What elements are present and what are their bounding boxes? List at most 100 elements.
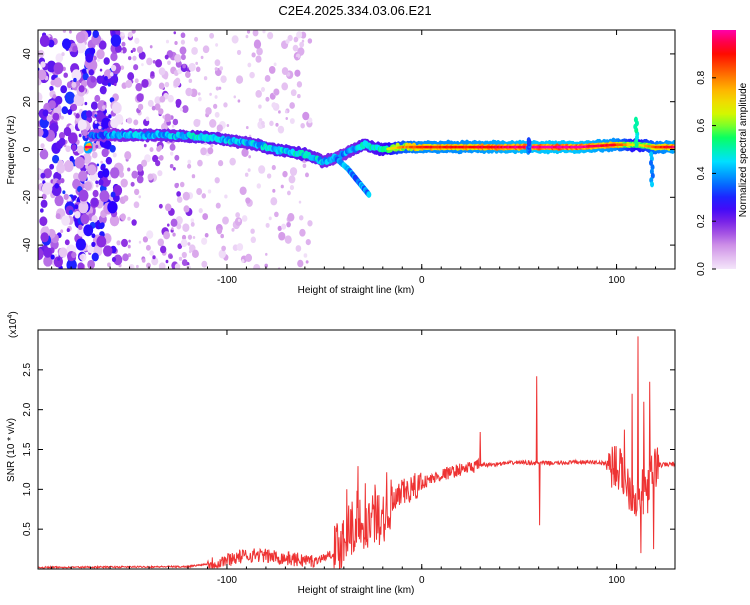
- spectrogram-noise-cell: [174, 40, 178, 45]
- spectrogram-noise-cell: [110, 64, 117, 72]
- spectrogram-noise-cell: [91, 198, 98, 207]
- spectrogram-noise-cell: [289, 185, 295, 191]
- spectrogram-noise-cell: [145, 244, 151, 251]
- spectrogram-noise-cell: [264, 263, 268, 268]
- spectrogram-noise-cell: [176, 191, 181, 197]
- snr-x-tick-label: -100: [217, 575, 237, 586]
- spectrogram-noise-cell: [62, 30, 67, 33]
- spectrogram-noise-cell: [169, 164, 174, 169]
- spectrogram-noise-cell: [107, 82, 111, 87]
- spectrogram-noise-cell: [220, 233, 224, 239]
- spectrogram-noise-cell: [91, 151, 98, 159]
- spectrogram-noise-cell: [226, 124, 230, 128]
- spectrogram-noise-cell: [43, 255, 53, 267]
- colorbar-tick-label: 0.4: [696, 166, 707, 180]
- spectrogram-noise-cell: [292, 44, 299, 52]
- spectrogram-noise-cell: [60, 178, 65, 184]
- spectrogram-noise-cell: [75, 238, 87, 251]
- spectrogram-noise-cell: [273, 62, 277, 67]
- spectrogram-noise-cell: [297, 47, 305, 56]
- spectrogram-noise-cell: [107, 201, 118, 214]
- spectrogram-noise-cell: [203, 76, 208, 81]
- spectrogram-noise-cell: [120, 178, 128, 188]
- spectrogram-noise-cell: [214, 111, 220, 118]
- spectrogram-noise-cell: [273, 88, 280, 96]
- spectrogram-noise-cell: [284, 235, 292, 244]
- spectrogram-noise-cell: [197, 159, 203, 167]
- spectrogram-noise-cell: [185, 71, 191, 78]
- spectrogram-noise-cell: [127, 56, 132, 61]
- spectrogram-noise-cell: [42, 180, 46, 185]
- spectrogram-noise-cell: [188, 62, 196, 72]
- spectrogram-noise-cell: [181, 251, 187, 259]
- spectrogram-noise-cell: [63, 126, 72, 137]
- spectrogram-noise-cell: [71, 144, 77, 151]
- spectrogram-noise-cell: [103, 101, 107, 105]
- spectrogram-noise-cell: [197, 96, 202, 102]
- spectrogram-noise-cell: [111, 102, 122, 114]
- spectrogram-y-tick-label: 40: [22, 48, 33, 60]
- spectrogram-noise-cell: [281, 67, 289, 75]
- spectrogram-noise-cell: [151, 256, 159, 266]
- spectrogram-noise-cell: [255, 89, 262, 98]
- spectrogram-noise-cell: [53, 256, 63, 268]
- spectrogram-noise-cell: [131, 30, 136, 34]
- spectrogram-noise-cell: [78, 85, 85, 93]
- spectrogram-noise-cell: [205, 107, 212, 115]
- spectrogram-noise-cell: [255, 55, 262, 63]
- spectrogram-noise-cell: [60, 85, 68, 94]
- spectrogram-noise-cell: [96, 49, 105, 60]
- spectrogram-noise-cell: [248, 134, 252, 138]
- spectrogram-noise-cell: [200, 55, 204, 60]
- spectrogram-noise-cell: [180, 54, 186, 61]
- spectrogram-noise-cell: [92, 30, 99, 38]
- spectrogram-noise-cell: [187, 234, 193, 240]
- spectrogram-noise-cell: [78, 189, 89, 202]
- spectrogram-noise-cell: [39, 117, 50, 129]
- snr-y-tick-label: 0.5: [22, 522, 33, 536]
- spectrogram-noise-cell: [197, 92, 201, 96]
- spectrogram-noise-cell: [166, 223, 170, 227]
- spectrogram-noise-cell: [285, 116, 288, 121]
- spectrogram-noise-cell: [147, 173, 154, 181]
- spectrogram-noise-cell: [218, 86, 222, 90]
- spectrogram-noise-cell: [215, 86, 220, 91]
- spectrogram-noise-cell: [107, 175, 112, 181]
- spectrogram-noise-cell: [297, 259, 304, 268]
- spectrogram-noise-cell: [281, 223, 287, 230]
- spectrogram-noise-cell: [77, 145, 85, 154]
- colorbar-ticks: 0.0 0.2 0.4 0.6 0.8: [696, 70, 716, 276]
- spectrogram-noise-cell: [75, 113, 80, 119]
- spectrogram-noise-cell: [134, 188, 140, 196]
- spectrogram-noise-cell: [107, 262, 111, 268]
- spectrogram-noise-cell: [110, 34, 122, 47]
- spectrogram-noise-cell: [39, 208, 44, 213]
- spectrogram-noise-cell: [262, 30, 266, 34]
- spectrogram-noise-cell: [165, 203, 172, 212]
- spectrogram-noise-cell: [176, 196, 183, 203]
- spectrogram-noise-cell: [141, 78, 149, 88]
- spectrogram-noise-cell: [163, 74, 168, 80]
- spectrogram-noise-cell: [143, 143, 147, 148]
- spectrogram-noise-cell: [172, 232, 176, 237]
- spectrogram-noise-cell: [132, 55, 137, 61]
- spectrogram-noise-cell: [307, 38, 313, 44]
- spectrogram-noise-cell: [142, 236, 149, 243]
- spectrogram-noise-cell: [130, 181, 135, 187]
- spectrogram-noise-cell: [39, 35, 50, 47]
- spectrogram-noise-cell: [124, 151, 132, 160]
- spectrogram-noise-cell: [188, 78, 193, 84]
- spectrogram-noise-cell: [38, 169, 42, 175]
- spectrogram-noise-cell: [91, 252, 99, 262]
- spectrogram-noise-cell: [46, 114, 53, 122]
- spectrogram-noise-cell: [270, 197, 278, 206]
- spectrogram-noise-cell: [73, 112, 77, 116]
- spectrogram-noise-cell: [258, 104, 262, 109]
- spectrogram-noise-cell: [265, 222, 270, 228]
- colorbar-tick-label: 0.2: [696, 214, 707, 228]
- spectrogram-noise-cell: [194, 36, 199, 42]
- spectrogram-noise-cell: [182, 191, 190, 201]
- spectrogram-noise-cell: [131, 219, 137, 226]
- spectrogram-noise-cell: [121, 41, 126, 47]
- spectrogram-ridge-core: [88, 145, 93, 149]
